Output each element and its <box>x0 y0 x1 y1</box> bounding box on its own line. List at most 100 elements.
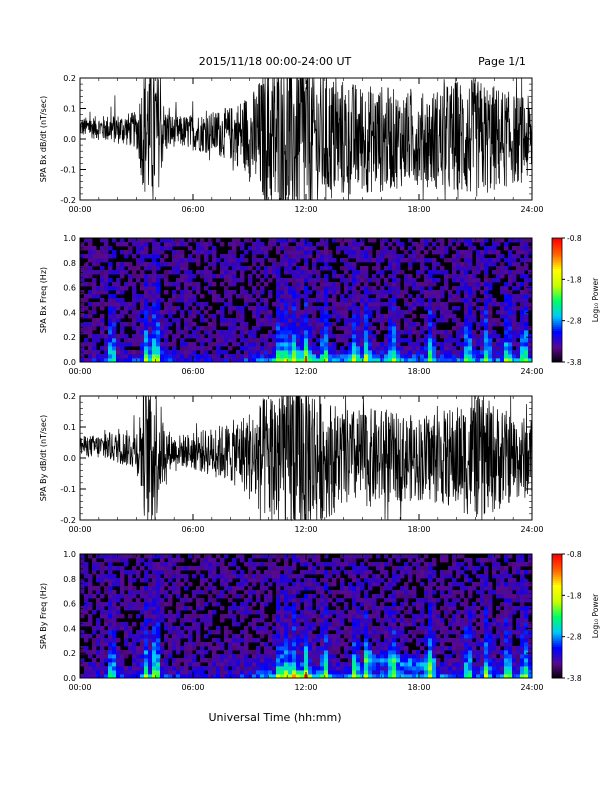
heatmap-cell <box>132 666 137 671</box>
heatmap-cell <box>404 610 409 615</box>
heatmap-cell <box>392 634 397 639</box>
heatmap-cell <box>352 274 357 279</box>
heatmap-cell <box>336 334 341 339</box>
heatmap-cell <box>352 254 357 259</box>
heatmap-cell <box>348 250 353 255</box>
heatmap-cell <box>424 278 429 283</box>
heatmap-cell <box>148 254 153 259</box>
heatmap-cell <box>104 246 109 251</box>
heatmap-cell <box>240 666 245 671</box>
heatmap-cell <box>164 242 169 247</box>
heatmap-cell <box>292 562 297 567</box>
heatmap-cell <box>320 662 325 667</box>
heatmap-cell <box>408 342 413 347</box>
heatmap-cell <box>356 638 361 643</box>
heatmap-cell <box>332 578 337 583</box>
heatmap-cell <box>132 594 137 599</box>
heatmap-cell <box>472 290 477 295</box>
heatmap-cell <box>268 574 273 579</box>
heatmap-cell <box>224 630 229 635</box>
x-tick-label: 18:00 <box>407 367 430 376</box>
heatmap-cell <box>116 334 121 339</box>
heatmap-cell <box>524 314 529 319</box>
heatmap-cell <box>484 282 489 287</box>
heatmap-cell <box>424 326 429 331</box>
heatmap-cell <box>352 350 357 355</box>
heatmap-cell <box>368 322 373 327</box>
heatmap-cell <box>292 574 297 579</box>
heatmap-cell <box>360 630 365 635</box>
heatmap-cell <box>212 558 217 563</box>
heatmap-cell <box>324 598 329 603</box>
heatmap-cell <box>436 306 441 311</box>
heatmap-cell <box>464 254 469 259</box>
heatmap-cell <box>372 638 377 643</box>
heatmap-cell <box>348 582 353 587</box>
heatmap-cell <box>240 606 245 611</box>
heatmap-cell <box>468 258 473 263</box>
heatmap-cell <box>364 654 369 659</box>
heatmap-cell <box>324 274 329 279</box>
heatmap-cell <box>288 258 293 263</box>
heatmap-cell <box>252 334 257 339</box>
heatmap-cell <box>192 258 197 263</box>
heatmap-cell <box>252 566 257 571</box>
heatmap-cell <box>308 654 313 659</box>
heatmap-cell <box>260 606 265 611</box>
heatmap-cell <box>132 606 137 611</box>
heatmap-cell <box>340 666 345 671</box>
heatmap-cell <box>208 670 213 675</box>
heatmap-cell <box>420 246 425 251</box>
heatmap-cell <box>388 334 393 339</box>
heatmap-cell <box>464 314 469 319</box>
heatmap-cell <box>340 670 345 675</box>
heatmap-cell <box>352 570 357 575</box>
heatmap-cell <box>324 650 329 655</box>
heatmap-cell <box>408 274 413 279</box>
heatmap-cell <box>220 618 225 623</box>
heatmap-cell <box>352 310 357 315</box>
heatmap-cell <box>296 654 301 659</box>
heatmap-cell <box>124 562 129 567</box>
heatmap-cell <box>492 350 497 355</box>
heatmap-cell <box>328 642 333 647</box>
heatmap-cell <box>264 254 269 259</box>
heatmap-cell <box>236 342 241 347</box>
heatmap-cell <box>200 302 205 307</box>
heatmap-cell <box>404 274 409 279</box>
colorbar-step <box>552 300 562 303</box>
heatmap-cell <box>388 338 393 343</box>
heatmap-cell <box>224 322 229 327</box>
colorbar-step <box>552 337 562 340</box>
heatmap-cell <box>480 318 485 323</box>
heatmap-cell <box>408 566 413 571</box>
heatmap-cell <box>276 278 281 283</box>
heatmap-cell <box>256 306 261 311</box>
heatmap-cell <box>160 658 165 663</box>
heatmap-cell <box>232 246 237 251</box>
heatmap-cell <box>92 306 97 311</box>
heatmap-cell <box>400 618 405 623</box>
heatmap-cell <box>88 670 93 675</box>
heatmap-cell <box>392 614 397 619</box>
heatmap-cell <box>516 326 521 331</box>
heatmap-cell <box>264 338 269 343</box>
heatmap-cell <box>476 334 481 339</box>
heatmap-cell <box>144 254 149 259</box>
heatmap-cell <box>416 562 421 567</box>
heatmap-cell <box>360 562 365 567</box>
heatmap-cell <box>236 642 241 647</box>
heatmap-cell <box>196 602 201 607</box>
heatmap-cell <box>112 270 117 275</box>
heatmap-cell <box>436 246 441 251</box>
heatmap-cell <box>324 622 329 627</box>
heatmap-cell <box>360 306 365 311</box>
heatmap-cell <box>416 270 421 275</box>
heatmap-cell <box>396 342 401 347</box>
heatmap-cell <box>88 586 93 591</box>
heatmap-cell <box>320 350 325 355</box>
heatmap-cell <box>280 294 285 299</box>
heatmap-cell <box>480 298 485 303</box>
heatmap-cell <box>196 358 201 363</box>
heatmap-cell <box>244 658 249 663</box>
